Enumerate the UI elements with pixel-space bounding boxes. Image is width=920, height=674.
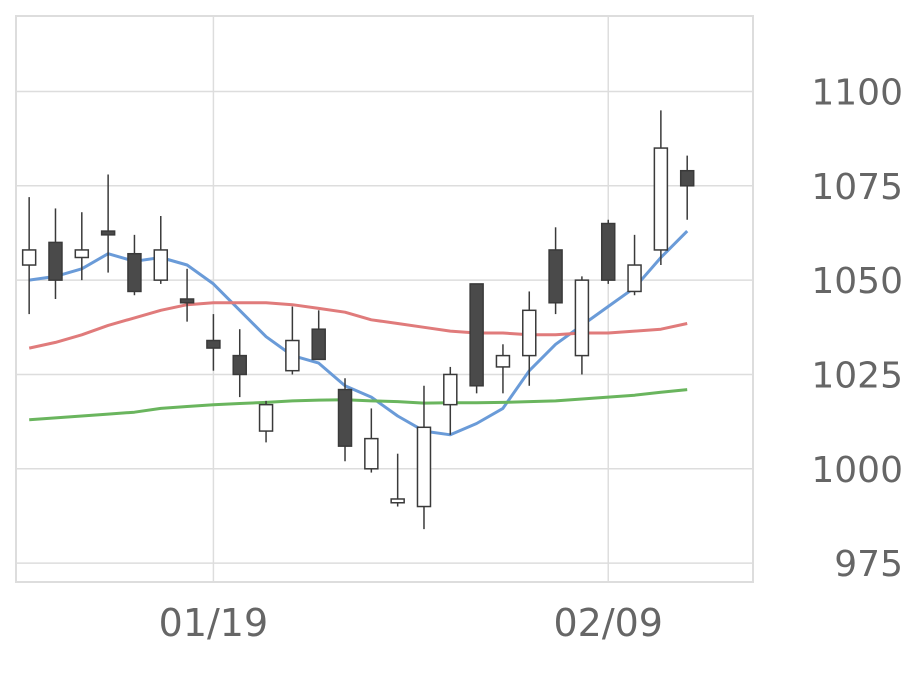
candle [337,378,353,462]
candle-body [232,354,247,376]
candle-body [548,249,563,304]
candle-body [653,147,669,251]
candle [364,408,379,473]
candle [206,314,221,371]
candle [127,234,142,296]
candle-body [311,328,326,361]
candle [495,344,511,394]
candle [653,110,669,266]
y-tick-label: 1025 [811,355,903,396]
candle-body [153,249,169,281]
candle-body [74,249,90,259]
candle-body [627,264,642,293]
candle [627,234,642,296]
candle-body [574,279,590,357]
candle-body [206,339,221,349]
candle [548,227,563,315]
candle [469,283,484,394]
candle-body [522,309,537,357]
candle-body [100,230,116,236]
candle [600,219,616,284]
candle [21,197,37,315]
y-tick-label: 1000 [811,450,903,491]
candles [21,110,695,530]
candle-body [600,222,616,281]
y-tick-label: 1050 [811,261,903,302]
candle-body [258,403,274,432]
candle-body [495,354,511,368]
candle [285,306,300,375]
candle-body [21,249,37,266]
x-tick-label: 01/19 [159,601,269,645]
candle-body [364,437,379,470]
candle-body [390,498,405,504]
candle [74,212,90,281]
y-tick-label: 975 [834,544,903,585]
candle-body [416,426,432,508]
moving-average-line-3 [29,388,688,422]
x-axis-labels: 01/19 02/09 [159,601,663,645]
candle-body [285,339,300,372]
candle [100,174,116,273]
x-tick-label: 02/09 [553,601,663,645]
candle [232,329,247,398]
candle-body [127,252,142,293]
candle [679,155,695,220]
candle-body [469,283,484,387]
candle-body [443,373,458,406]
candle-body [48,241,63,281]
candle [311,310,326,361]
plot-frame [15,15,754,583]
y-axis-labels: 975 1000 1025 1050 1075 1100 [811,72,903,585]
candle-body [679,169,695,187]
candle [390,453,405,507]
candle [574,276,590,375]
y-tick-label: 1100 [811,72,903,113]
candle-body [179,298,195,304]
candle [153,215,169,284]
candle [179,268,195,322]
candle-body [337,388,353,447]
candle [258,400,274,443]
candle [416,385,432,530]
candle [443,366,458,435]
y-tick-label: 1075 [811,167,903,208]
candle [522,291,537,386]
candle [48,208,63,299]
